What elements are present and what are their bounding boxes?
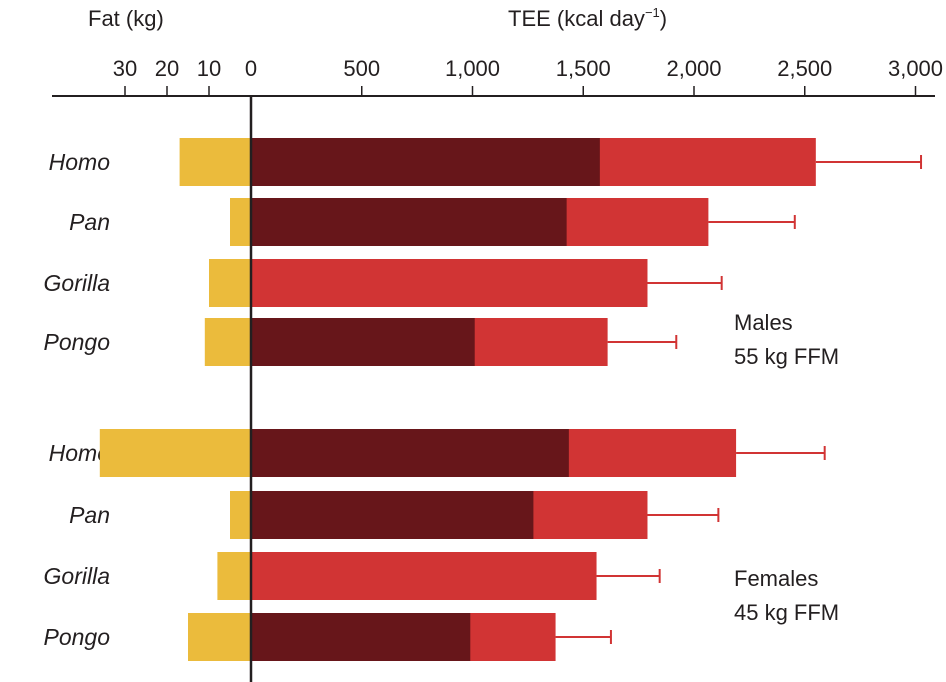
species-label: Gorilla <box>44 270 110 296</box>
tee-bar <box>251 552 597 600</box>
dark-bar <box>251 613 471 661</box>
species-label: Homo <box>49 149 111 175</box>
group-label: Males <box>734 310 793 335</box>
tee-tick-label: 0 <box>245 56 257 81</box>
species-label: Gorilla <box>44 563 110 589</box>
fat-bar <box>209 259 251 307</box>
tee-tick-label: 1,500 <box>556 56 611 81</box>
dark-bar <box>251 491 534 539</box>
group-sublabel: 45 kg FFM <box>734 600 839 625</box>
fat-tick-label: 10 <box>197 56 221 81</box>
tee-tick-label: 500 <box>343 56 380 81</box>
species-label: Pongo <box>43 329 110 355</box>
fat-bar <box>230 491 251 539</box>
fat-axis-title: Fat (kg) <box>88 6 164 31</box>
fat-bar <box>230 198 251 246</box>
fat-bar <box>99 429 251 477</box>
dark-bar <box>251 138 600 186</box>
tee-axis-title: TEE (kcal day−1) <box>508 5 667 31</box>
fat-tick-label: 20 <box>155 56 179 81</box>
tee-tick-label: 2,500 <box>777 56 832 81</box>
species-label: Pan <box>69 209 110 235</box>
fat-tick-label: 30 <box>113 56 137 81</box>
dark-bar <box>251 198 567 246</box>
species-label: Pan <box>69 502 110 528</box>
fat-bar <box>217 552 251 600</box>
tee-tick-label: 2,000 <box>666 56 721 81</box>
tee-tick-label: 1,000 <box>445 56 500 81</box>
tee-tick-label: 3,000 <box>888 56 943 81</box>
tee-bar <box>251 259 648 307</box>
fat-bar <box>204 318 251 366</box>
fat-bar <box>188 613 251 661</box>
group-sublabel: 55 kg FFM <box>734 344 839 369</box>
dark-bar <box>251 429 569 477</box>
group-label: Females <box>734 566 818 591</box>
dark-bar <box>251 318 475 366</box>
fat-bar <box>179 138 251 186</box>
species-label: Pongo <box>43 624 110 650</box>
